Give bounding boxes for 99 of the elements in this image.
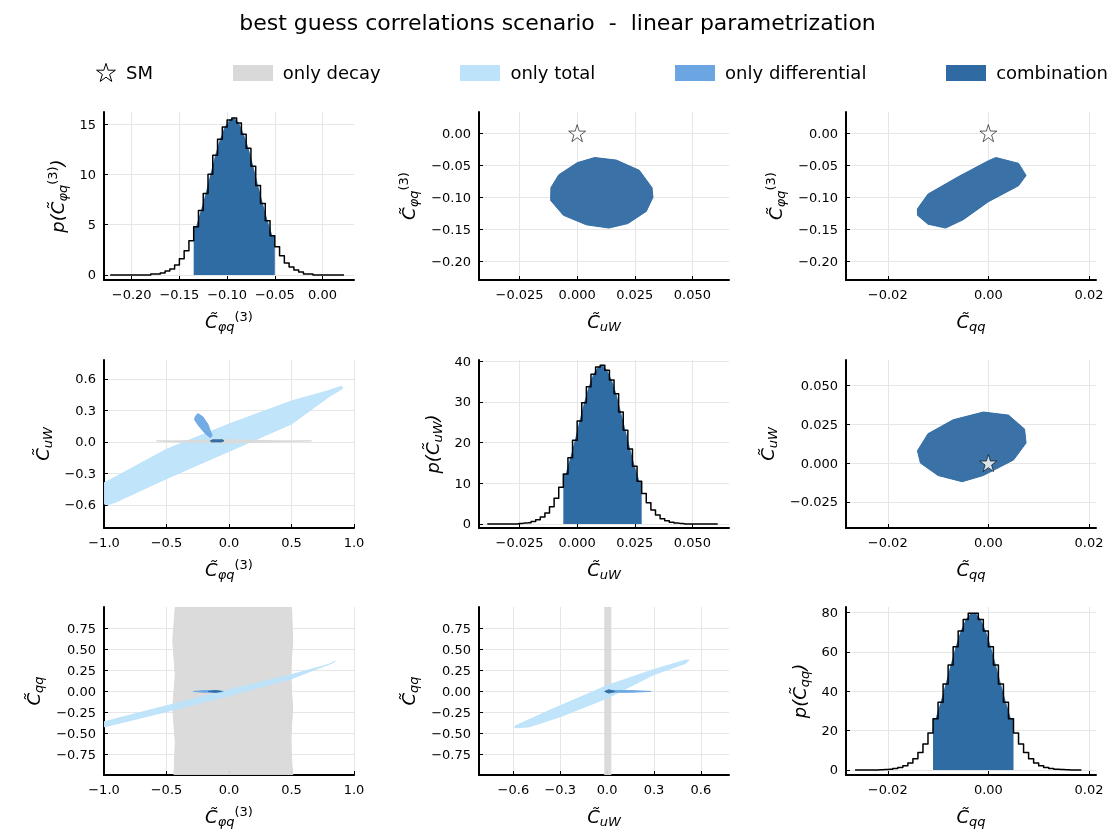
y-tick-label: 40	[454, 353, 471, 369]
y-tick-label: −0.75	[56, 747, 96, 763]
y-tick-label: −0.6	[64, 497, 96, 513]
x-tick-label: 0.025	[616, 535, 654, 550]
legend-label: only total	[510, 62, 596, 83]
x-tick-label: −0.3	[544, 782, 577, 797]
y-tick-label: 40	[821, 683, 838, 699]
y-tick-label: −0.20	[798, 253, 838, 269]
y-tick-label: −0.15	[798, 221, 838, 237]
y-tick-label: 0.75	[67, 620, 96, 636]
x-tick-label: 0.00	[308, 287, 337, 302]
y-axis-title: p(C̃uW)	[421, 414, 445, 475]
y-axis-title: C̃φq(3)	[396, 172, 422, 220]
y-tick-label: 0.000	[800, 455, 838, 471]
x-tick-label: −0.025	[495, 535, 544, 550]
legend-label: combination	[996, 62, 1108, 83]
y-tick-label: 10	[454, 475, 471, 491]
y-tick-label: −0.3	[64, 465, 96, 481]
y-axis-title: p(C̃φq(3))	[44, 159, 70, 234]
y-tick-label: 0.00	[67, 683, 96, 699]
x-tick-label: −0.05	[254, 287, 295, 302]
x-tick-label: −0.15	[159, 287, 200, 302]
y-tick-label: 20	[454, 435, 471, 451]
x-tick-label: −0.6	[497, 782, 530, 797]
y-axis-title: p(C̃qq)	[788, 663, 812, 720]
x-tick-label: 0.00	[973, 782, 1003, 797]
y-tick-label: 60	[821, 644, 838, 660]
y-tick-label: 0.50	[442, 641, 471, 657]
y-tick-label: 0.00	[442, 125, 471, 141]
y-tick-label: 0	[87, 267, 96, 283]
y-tick-label: 0.6	[75, 371, 96, 387]
y-tick-label: −0.05	[431, 157, 471, 173]
y-tick-label: −0.10	[431, 189, 471, 205]
x-tick-label: −0.02	[867, 287, 908, 302]
x-tick-label: 0.02	[1074, 782, 1104, 797]
x-tick-label: 1.0	[343, 782, 365, 797]
x-tick-label: −0.025	[495, 287, 544, 302]
x-tick-label: 0.025	[616, 287, 654, 302]
y-tick-label: 0	[462, 516, 471, 532]
x-tick-label: −0.5	[150, 535, 183, 550]
y-tick-label: 0.25	[442, 662, 471, 678]
y-tick-label: 0.050	[800, 378, 838, 394]
x-tick-label: 0.000	[558, 535, 596, 550]
x-tick-label: −0.02	[867, 782, 908, 797]
y-tick-label: −0.20	[431, 253, 471, 269]
y-tick-label: 5	[87, 217, 96, 233]
y-tick-label: 0.00	[809, 125, 838, 141]
y-tick-label: 0	[829, 762, 838, 778]
legend-label: only differential	[725, 62, 867, 83]
x-tick-label: −0.02	[867, 535, 908, 550]
y-tick-label: 80	[821, 605, 838, 621]
x-tick-label: 0.02	[1074, 535, 1104, 550]
y-tick-label: 0.025	[800, 416, 838, 432]
x-tick-label: 0.0	[218, 782, 240, 797]
y-axis-title: C̃uW	[31, 426, 55, 461]
x-tick-label: 0.00	[973, 535, 1003, 550]
x-tick-label: −1.0	[88, 782, 120, 797]
x-tick-label: 0.6	[690, 782, 712, 797]
y-tick-label: −0.10	[798, 189, 838, 205]
y-tick-label: −0.50	[56, 726, 96, 742]
y-tick-label: 0.0	[75, 434, 96, 450]
legend-label: SM	[126, 62, 153, 83]
x-tick-label: 0.3	[643, 782, 665, 797]
y-axis-title: C̃qq	[398, 676, 422, 706]
y-axis-title: C̃φq(3)	[763, 172, 789, 220]
x-tick-label: 0.0	[596, 782, 618, 797]
y-tick-label: −0.25	[431, 705, 471, 721]
text: best guess correlations scenario - linear parametrization	[238, 10, 877, 35]
y-tick-label: 30	[454, 394, 471, 410]
y-axis-title: C̃qq	[23, 676, 47, 706]
y-tick-label: 15	[79, 116, 96, 132]
y-tick-label: −0.25	[56, 705, 96, 721]
y-tick-label: −0.75	[431, 747, 471, 763]
y-tick-label: 0.3	[75, 402, 96, 418]
y-tick-label: 0.25	[67, 662, 96, 678]
legend-label: only decay	[282, 62, 381, 83]
x-tick-label: 0.02	[1074, 287, 1104, 302]
y-tick-label: −0.15	[431, 221, 471, 237]
y-tick-label: 20	[821, 723, 838, 739]
x-tick-label: 0.0	[218, 535, 240, 550]
x-tick-label: 0.5	[281, 782, 302, 797]
y-tick-label: −0.50	[431, 726, 471, 742]
y-tick-label: −0.025	[789, 494, 838, 510]
x-tick-label: 1.0	[343, 535, 365, 550]
x-tick-label: −1.0	[88, 535, 120, 550]
x-tick-label: 0.050	[673, 535, 711, 550]
x-tick-label: 0.000	[558, 287, 596, 302]
y-tick-label: −0.05	[798, 157, 838, 173]
y-axis-title: C̃uW	[756, 426, 780, 461]
x-tick-label: 0.5	[281, 535, 302, 550]
y-tick-label: 0.50	[67, 641, 96, 657]
x-tick-label: −0.20	[111, 287, 152, 302]
y-tick-label: 0.00	[442, 683, 471, 699]
x-tick-label: 0.050	[673, 287, 711, 302]
y-tick-label: 10	[79, 166, 96, 182]
x-tick-label: −0.5	[150, 782, 183, 797]
y-tick-label: 0.75	[442, 620, 471, 636]
x-tick-label: 0.00	[973, 287, 1003, 302]
x-tick-label: −0.10	[207, 287, 248, 302]
